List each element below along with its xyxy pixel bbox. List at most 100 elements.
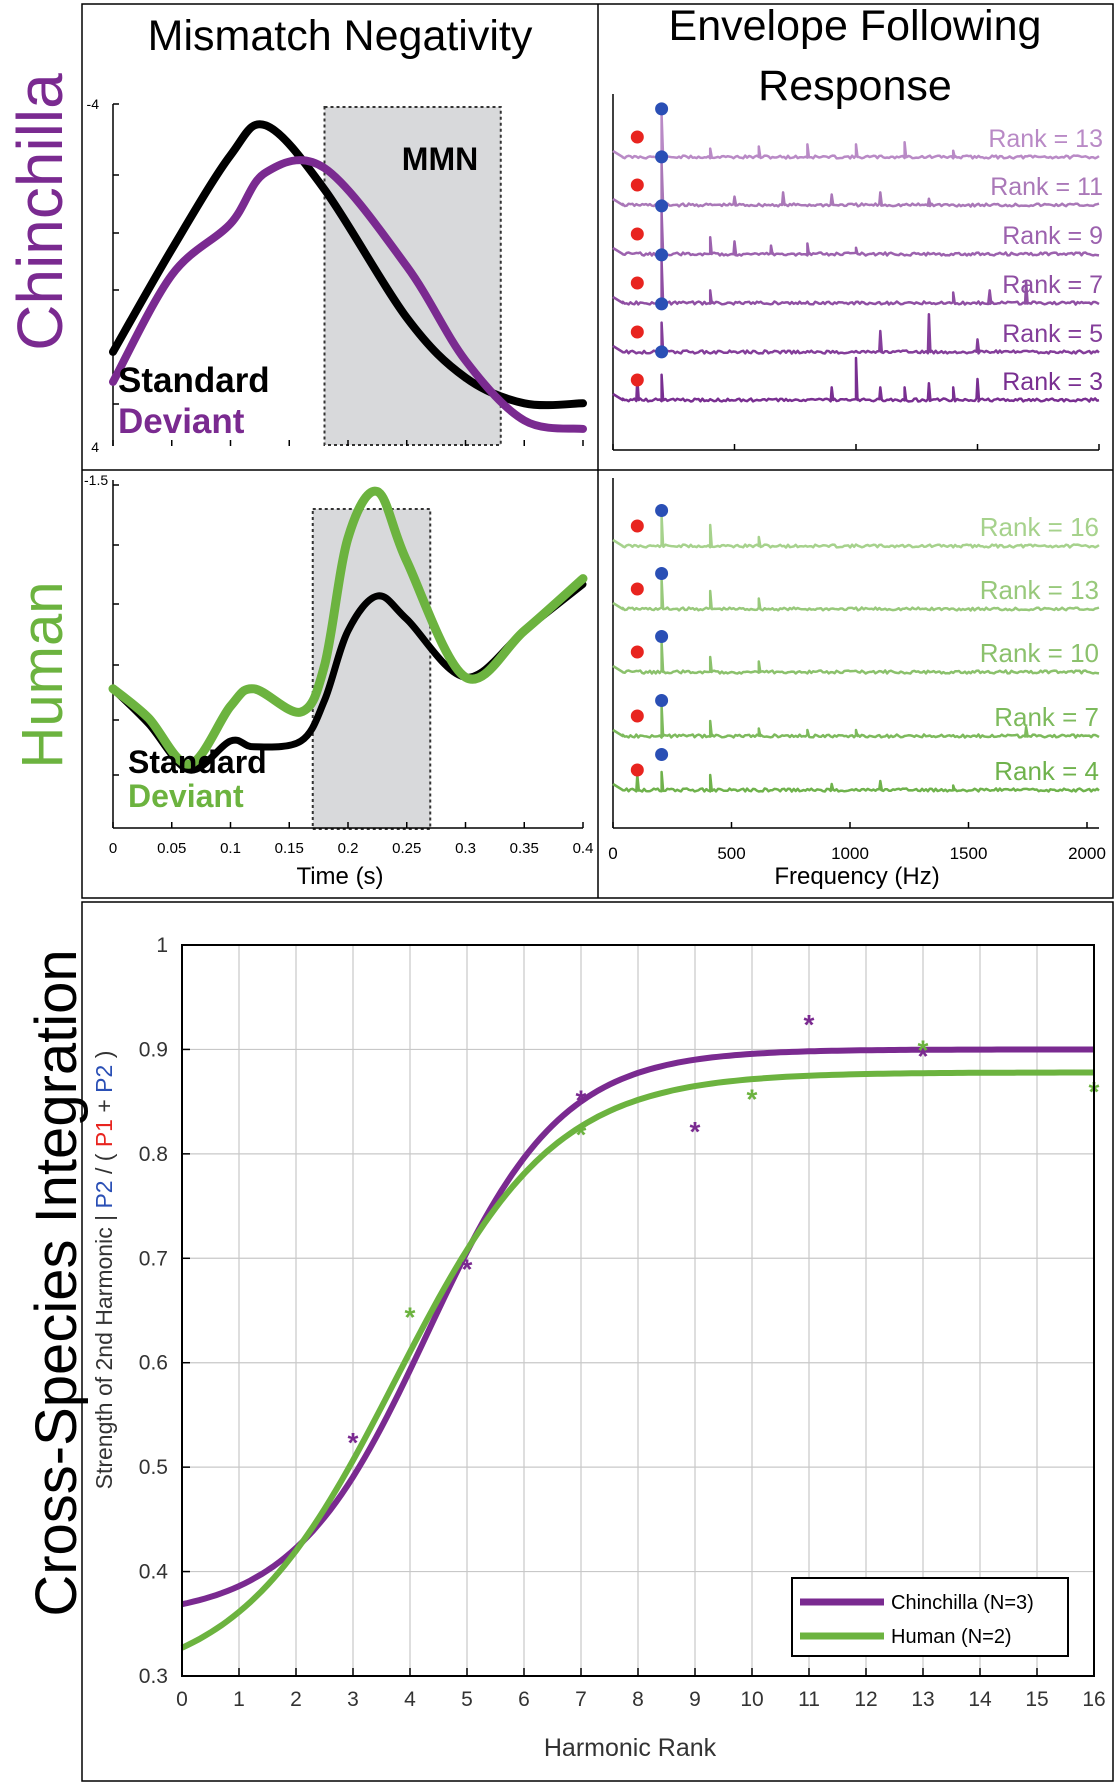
x-tick-label: 0.4 [573,840,594,857]
efr-trace [612,704,1100,739]
mmn-title: Mismatch Negativity [148,12,533,60]
efr-rank-label: Rank = 10 [980,638,1099,668]
x-tick-label: 6 [518,1688,530,1711]
x-tick-label: 0 [608,844,617,863]
y-tick-label: 0.5 [139,1456,168,1479]
data-point: * [918,1041,929,1072]
legend-box [791,1577,1069,1657]
x-tick-label: 15 [1025,1688,1048,1711]
fit-curve [181,1046,1094,1608]
efr-trace [612,770,1100,793]
efr-rank-label: Rank = 16 [980,512,1099,542]
y-tick-label: 0.7 [139,1247,168,1270]
y-label-part: P2 [91,1065,117,1100]
chinchilla-mmn-y-bottom-label: 4 [91,439,99,455]
p2-marker [655,199,669,213]
x-tick-label: 10 [740,1688,763,1711]
y-label-part: P2 [91,1180,117,1215]
efr-rank-label: Rank = 4 [994,756,1099,786]
mmn-label: MMN [402,141,478,177]
x-tick-label: 14 [968,1688,992,1711]
x-tick-label: 9 [689,1688,701,1711]
human-mmn-y-ticks [113,484,119,776]
time-x-label: Time (s) [296,863,383,890]
y-label-part: + [91,1099,117,1119]
human-mmn-window [311,508,432,830]
data-point: * [918,1034,929,1065]
x-tick-label: 0.2 [338,840,359,857]
legend-entry: Human (N=2) [891,1626,1012,1648]
human-legend-deviant: Deviant [128,778,244,814]
human-mmn-y-top-label: -1.5 [84,472,108,488]
data-point: * [690,1116,701,1147]
y-tick-label: 0.8 [139,1143,168,1166]
data-point: * [462,1254,473,1285]
efr-rank-label: Rank = 3 [1002,368,1103,396]
efr-trace [612,161,1100,208]
harmonic-rank-x-label: Harmonic Rank [544,1734,717,1762]
p2-marker [655,748,669,761]
x-tick-label: 12 [854,1688,877,1711]
human-legend-standard: Standard [128,744,267,780]
efr-title-line1: Envelope Following [669,2,1042,50]
efr-rank-label: Rank = 13 [980,575,1099,605]
y-label-part: / ( [91,1153,117,1180]
efr-trace [612,312,1100,355]
x-tick-label: 16 [1082,1688,1105,1711]
p2-marker [655,694,669,707]
human-efr-plot: 0 500 1000 1500 2000 Rank = 16 Rank = 13 Rank … [608,478,1106,890]
x-tick-label: 0.25 [392,840,421,857]
y-tick-label: 0.9 [139,1038,168,1061]
plot-frame [181,944,1095,1677]
x-tick-label: 3 [347,1688,359,1711]
efr-rank-label: Rank = 7 [1002,271,1103,299]
data-point: * [804,1009,815,1040]
p2-marker [655,297,669,311]
p1-marker [630,763,644,777]
chinchilla-mmn-x-ticks [112,440,584,446]
p2-marker [655,102,669,116]
frequency-x-label: Frequency (Hz) [774,863,939,890]
data-point: * [576,1084,587,1115]
chinchilla-mmn-y-ticks [113,103,119,405]
p1-marker [630,276,644,290]
x-tick-label: 13 [911,1688,934,1711]
p1-marker [630,227,644,241]
efr-rank-label: Rank = 11 [990,173,1103,201]
y-tick-label: 1 [156,934,168,957]
x-tick-label: 4 [404,1688,416,1711]
chinchilla-mmn-y-top-label: -4 [87,96,100,112]
x-tick-label: 0.1 [220,840,241,857]
y-label-part: Strength of 2nd Harmonic | [91,1215,117,1489]
y-tick-label: 0.3 [139,1665,168,1688]
data-point: * [348,1427,359,1458]
p1-marker [630,709,644,723]
chinchilla-efr-plot: Rank = 13 Rank = 11 Rank = 9 Rank = 7 Rank =… [612,94,1103,451]
p1-marker [630,178,644,192]
p2-marker [655,504,669,517]
human-mmn-x-ticks: 0 0.05 0.1 0.15 0.2 0.25 0.3 0.35 0.4 [109,822,594,857]
efr-trace [612,514,1100,549]
x-tick-label: 0.05 [157,840,186,857]
p1-marker [630,373,644,387]
efr-trace [612,356,1100,403]
p1-marker [630,130,644,144]
strength-y-label: Strength of 2nd Harmonic | P2 / ( P1 + P… [91,1051,117,1490]
x-tick-label: 7 [575,1688,587,1711]
x-tick-label: 0 [109,840,117,857]
x-tick-label: 8 [632,1688,644,1711]
legend-entry: Chinchilla (N=3) [891,1592,1034,1614]
row-label-human: Human [10,582,75,769]
p2-marker [655,567,669,580]
p2-marker [655,345,669,359]
fit-curve [180,1069,1094,1651]
efr-rank-label: Rank = 5 [1002,320,1103,348]
x-tick-label: 0 [176,1688,188,1711]
p1-marker [630,325,644,339]
y-label-part: ) [91,1051,117,1065]
data-point: * [576,1119,587,1150]
efr-trace [612,113,1100,160]
p2-marker [655,150,669,164]
cross-species-plot: *********** 0 1 2 3 4 5 6 7 8 9 10 11 12 13 14 15 160.30… [91,934,1106,1762]
